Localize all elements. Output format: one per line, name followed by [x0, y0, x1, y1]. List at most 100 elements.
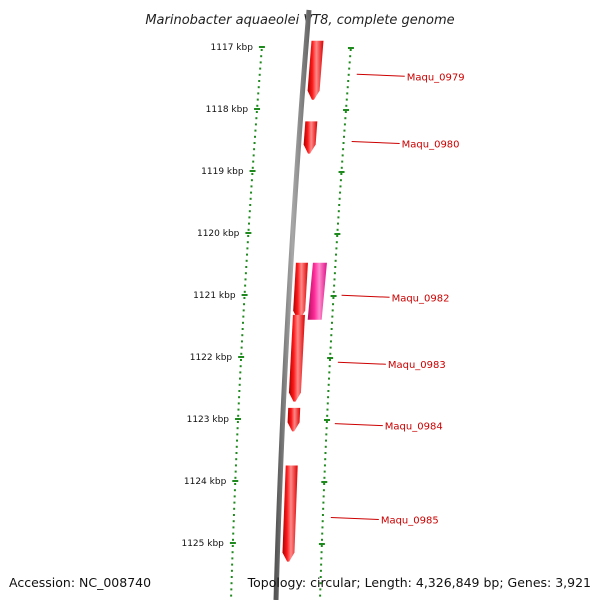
scale-dot [335, 247, 338, 250]
gene-label[interactable]: Maqu_0984 [385, 422, 443, 433]
scale-dot [237, 402, 240, 405]
scale-dot [247, 235, 250, 237]
scale-dot [243, 297, 246, 299]
scale-dot [230, 582, 233, 585]
scale-dot [253, 135, 256, 138]
gene-label[interactable]: Maqu_0983 [388, 360, 446, 371]
scale-dot [339, 179, 342, 182]
map-title: Marinobacter aquaeolei VT8, complete gen… [145, 13, 454, 28]
scale-dot [254, 129, 257, 132]
scale-dot [258, 73, 261, 76]
scale-dot [235, 458, 238, 461]
scale-dot [332, 297, 335, 299]
scale-dot [333, 284, 336, 287]
scale-tick-label: 1117 kbp [211, 43, 254, 53]
scale-dot [233, 495, 236, 498]
gene-arrow[interactable] [303, 121, 318, 154]
scale-dot [321, 520, 324, 523]
scale-dot [241, 321, 244, 324]
scale-dot [327, 383, 330, 386]
scale-dot [240, 346, 243, 349]
scale-dot [243, 290, 246, 293]
scale-dot [338, 204, 341, 206]
scale-dot [326, 414, 329, 417]
scale-dot [233, 501, 236, 504]
scale-dot [247, 228, 250, 231]
scale-dot [231, 557, 234, 560]
scale-dot [233, 489, 236, 492]
scale-dot [245, 259, 248, 262]
gene-labels: Maqu_0979 Maqu_0980 Maqu_0982 Maqu_0983 Maqu… [330, 72, 465, 527]
gene-leader-line [351, 141, 400, 145]
scale-dot [252, 154, 255, 157]
scale-dot [231, 545, 234, 547]
scale-dot [237, 408, 240, 411]
gene-arrow[interactable] [293, 262, 308, 320]
scale-dot [238, 390, 241, 392]
scale-dot [326, 402, 329, 405]
genome-backbone [273, 9, 312, 600]
scale-dot [234, 464, 237, 467]
scale-tick-label: 1124 kbp [184, 477, 227, 487]
scale-dot [323, 464, 326, 467]
scale-ticks: 1117 kbp 1118 kbp 1119 kbp 1120 kbp 1121 kbp… [181, 43, 354, 549]
scale-dot [240, 352, 243, 355]
gene-arrow[interactable] [287, 407, 301, 432]
scale-dot [327, 396, 330, 399]
scale-dot [329, 340, 332, 343]
scale-dot [248, 210, 251, 213]
scale-dot [319, 582, 322, 585]
scale-dot [256, 104, 259, 107]
scale-dot [240, 340, 243, 343]
gene-label[interactable]: Maqu_0982 [392, 293, 450, 304]
scale-dot [236, 427, 239, 430]
gene-label[interactable]: Maqu_0979 [407, 72, 465, 83]
scale-tick-label: 1125 kbp [181, 539, 224, 549]
scale-dot [340, 166, 343, 169]
scale-dot [343, 123, 346, 126]
gene-arrow[interactable] [282, 465, 298, 562]
scale-dot [250, 179, 253, 182]
gene-leader-line [337, 361, 386, 365]
scale-dot [251, 166, 254, 169]
scale-dot [244, 272, 247, 275]
scale-dot [323, 483, 326, 485]
scale-dot [321, 538, 324, 541]
scale-dot [319, 594, 322, 597]
scale-dot [336, 222, 339, 225]
gene-arrow[interactable] [307, 40, 324, 100]
scale-dot [331, 309, 334, 312]
gene-label[interactable]: Maqu_0985 [381, 516, 439, 527]
scale-dot [238, 396, 241, 399]
scale-dot [346, 92, 349, 95]
scale-dot [332, 303, 335, 306]
scale-dot [322, 507, 325, 510]
scale-dot [231, 563, 234, 566]
gene-label[interactable]: Maqu_0980 [402, 140, 460, 151]
scale-dot [345, 104, 348, 107]
scale-tick-label: 1119 kbp [201, 167, 244, 177]
scale-dot [330, 328, 333, 330]
scale-dot [319, 569, 322, 572]
scale-dot [348, 61, 351, 64]
scale-dot [328, 371, 331, 374]
scale-dot [256, 98, 259, 101]
accession-text: Accession: NC_008740 [9, 575, 151, 590]
scale-dot [322, 489, 325, 492]
scale-dot [234, 476, 237, 479]
scale-dot [245, 266, 248, 268]
scale-dot [320, 545, 323, 547]
scale-tick-label: 1123 kbp [187, 415, 230, 425]
scale-dot [249, 197, 252, 200]
scale-dot [325, 427, 328, 430]
scale-dot [339, 191, 342, 194]
gene-arrow-reverse[interactable] [307, 262, 327, 320]
scale-dot [235, 452, 238, 454]
scale-dot [342, 142, 345, 144]
scale-dot [244, 278, 247, 281]
scale-dot [248, 216, 251, 219]
gene-arrow[interactable] [288, 314, 305, 402]
scale-dot [252, 160, 255, 163]
scale-dot [333, 272, 336, 275]
scale-dot [230, 588, 233, 591]
